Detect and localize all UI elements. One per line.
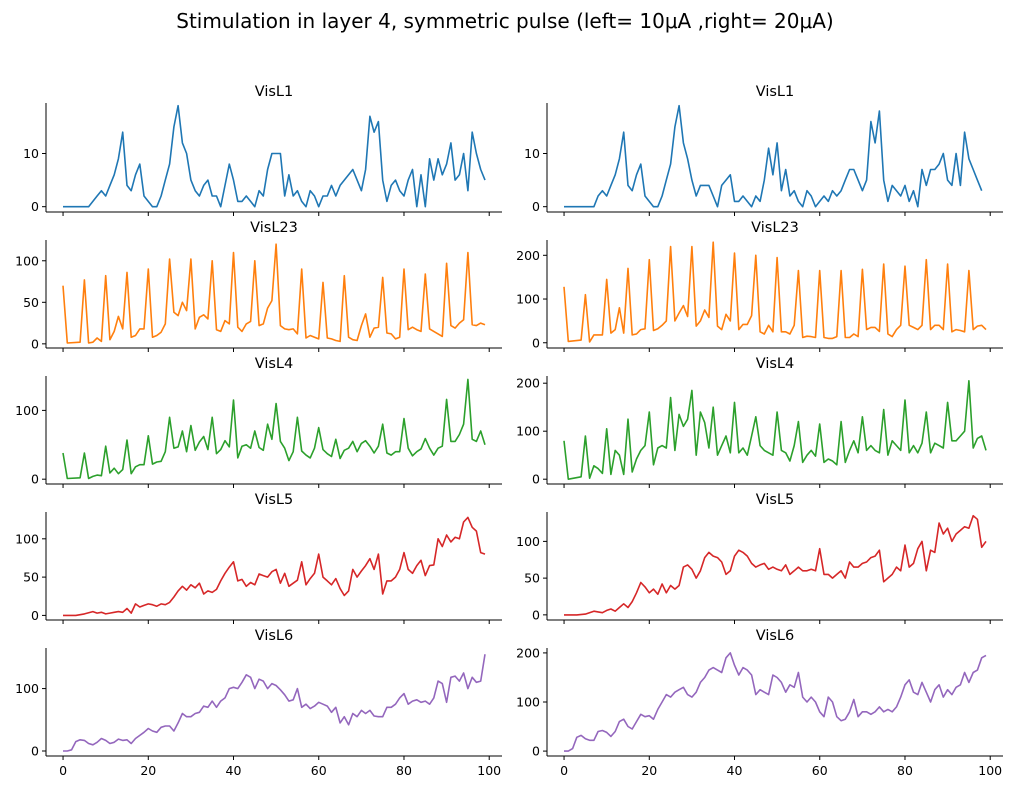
y-tick-label: 0 <box>31 199 39 214</box>
y-tick-label: 100 <box>15 403 39 418</box>
subplot-title: VisL6 <box>255 628 294 644</box>
x-tick-label: 40 <box>727 763 743 778</box>
subplot-visl5-right: VisL5 0 50 100 <box>516 492 1003 624</box>
subplot-title: VisL23 <box>250 220 298 236</box>
subplot-title: VisL6 <box>756 628 795 644</box>
subplot-visl6-left: VisL6 0 100 0 20 40 60 80 100 <box>15 628 502 778</box>
y-tick-label: 100 <box>15 253 39 268</box>
x-tick-label: 60 <box>812 763 828 778</box>
y-tick-label: 200 <box>516 376 540 391</box>
subplot-visl23-right: VisL23 0 100 200 <box>516 220 1003 352</box>
y-tick-label: 10 <box>23 146 39 161</box>
subplot-title: VisL1 <box>756 84 795 100</box>
subplot-visl1-right: VisL1 0 10 <box>524 84 1003 216</box>
y-tick-label: 200 <box>516 248 540 263</box>
y-tick-label: 50 <box>23 570 39 585</box>
subplot-visl6-right: VisL6 0 100 200 0 20 40 60 80 100 <box>516 628 1003 778</box>
y-tick-label: 0 <box>532 472 540 487</box>
x-tick-label: 100 <box>477 763 501 778</box>
series-line <box>62 243 486 344</box>
y-tick-label: 0 <box>532 744 540 759</box>
y-tick-label: 0 <box>31 744 39 759</box>
y-tick-label: 0 <box>31 472 39 487</box>
series-line <box>564 514 987 616</box>
y-tick-label: 100 <box>516 534 540 549</box>
y-tick-label: 0 <box>532 335 540 350</box>
y-tick-label: 50 <box>23 295 39 310</box>
series-line <box>563 379 987 481</box>
y-tick-label: 0 <box>532 199 540 214</box>
x-tick-label: 20 <box>140 763 156 778</box>
y-tick-label: 0 <box>31 336 39 351</box>
subplot-visl1-left: VisL1 0 10 <box>23 84 502 216</box>
y-tick-label: 100 <box>516 695 540 710</box>
y-tick-label: 100 <box>516 424 540 439</box>
series-line <box>63 104 486 208</box>
x-tick-label: 60 <box>311 763 327 778</box>
x-tick-label: 40 <box>226 763 242 778</box>
subplot-title: VisL5 <box>255 492 294 508</box>
subplot-visl5-left: VisL5 0 50 100 <box>15 492 502 624</box>
x-tick-label: 100 <box>978 763 1002 778</box>
series-line <box>564 652 987 752</box>
x-tick-label: 20 <box>641 763 657 778</box>
subplot-title: VisL1 <box>255 84 294 100</box>
x-tick-label: 80 <box>396 763 412 778</box>
subplot-visl4-left: VisL4 0 100 <box>15 356 502 488</box>
series-line <box>63 516 486 617</box>
y-tick-label: 0 <box>31 608 39 623</box>
y-tick-label: 50 <box>524 571 540 586</box>
subplot-title: VisL4 <box>255 356 294 372</box>
y-tick-label: 200 <box>516 645 540 660</box>
y-tick-label: 100 <box>15 681 39 696</box>
series-line <box>563 241 987 343</box>
y-tick-label: 100 <box>15 531 39 546</box>
subplot-title: VisL5 <box>756 492 795 508</box>
series-line <box>63 654 486 752</box>
x-tick-label: 80 <box>897 763 913 778</box>
subplot-grid: VisL1010VisL23050100VisL40100VisL5050100… <box>15 84 1003 778</box>
subplot-visl23-left: VisL23 0 50 100 <box>15 220 502 352</box>
series-line <box>564 104 983 208</box>
figure-title: Stimulation in layer 4, symmetric pulse … <box>176 9 833 33</box>
y-tick-label: 100 <box>516 292 540 307</box>
x-tick-label: 0 <box>560 763 568 778</box>
subplot-title: VisL4 <box>756 356 795 372</box>
y-tick-label: 0 <box>532 607 540 622</box>
subplot-visl4-right: VisL4 0 100 200 <box>516 356 1003 488</box>
y-tick-label: 10 <box>524 146 540 161</box>
x-tick-label: 0 <box>59 763 67 778</box>
subplot-title: VisL23 <box>751 220 799 236</box>
series-line <box>62 378 486 480</box>
